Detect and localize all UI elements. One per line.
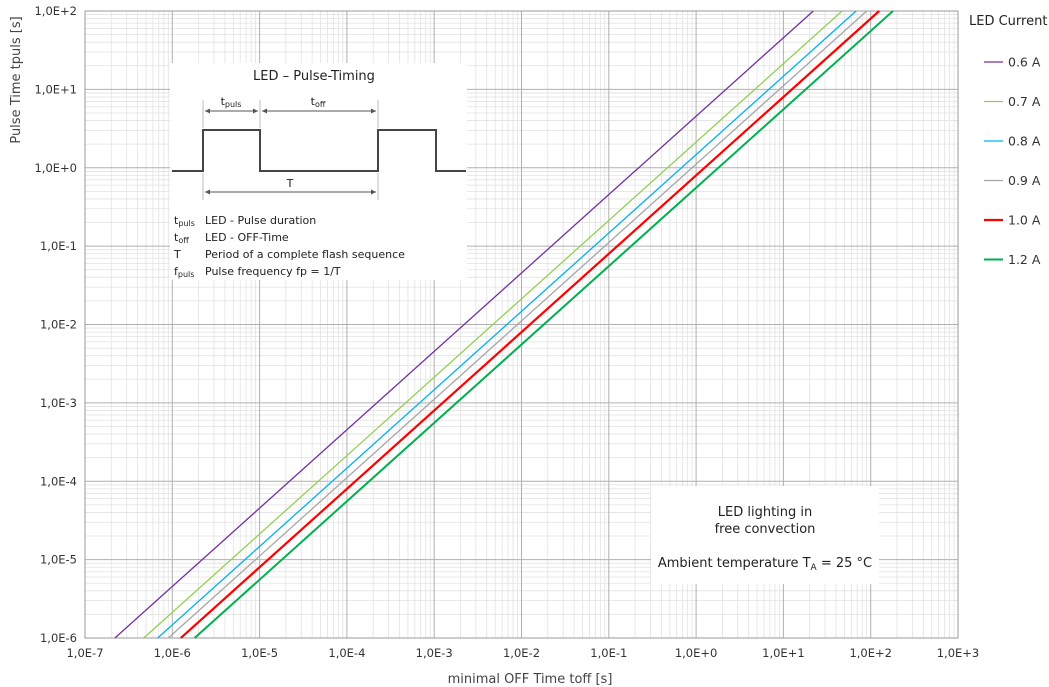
definition-text: LED - Pulse duration	[205, 214, 316, 227]
arrowhead	[253, 108, 258, 114]
legend-label: 0.6 A	[1008, 55, 1041, 70]
series-line	[180, 10, 880, 639]
y-tick-label: 1,0E+2	[34, 4, 77, 18]
note-line-1: LED lighting in	[718, 505, 813, 520]
series-line	[193, 10, 894, 639]
legend-title: LED Current	[969, 14, 1047, 29]
series-line	[114, 10, 814, 639]
plot-frame	[84, 10, 959, 639]
definition-text: Pulse frequency fp = 1/T	[205, 265, 341, 278]
x-tick-labels: 1,0E-7 1,0E-6 1,0E-5 1,0E-4 1,0E-3 1,0E-2 1,0E…	[66, 646, 979, 660]
y-tick-label: 1,0E-5	[40, 553, 77, 567]
ambient-note-box: LED lighting in free convection Ambient …	[651, 486, 879, 584]
definition-symbol: fpuls	[174, 265, 194, 279]
pulse-timing-box: LED – Pulse-Timing tpuls toff T tpuls LED…	[170, 63, 467, 280]
definition-text: LED - OFF-Time	[205, 231, 289, 244]
y-tick-label: 1,0E-3	[40, 396, 77, 410]
series-line	[167, 10, 868, 639]
x-tick-label: 1,0E-1	[590, 646, 627, 660]
legend-label: 0.7 A	[1008, 94, 1041, 109]
y-tick-label: 1,0E-2	[40, 318, 77, 332]
y-axis-title: Pulse Time tpuls [s]	[9, 16, 24, 143]
legend-label: 1.0 A	[1008, 213, 1041, 228]
series-line	[157, 10, 857, 639]
definition-text: Period of a complete flash sequence	[205, 248, 405, 261]
arrowhead	[205, 108, 210, 114]
definition-symbol: T	[173, 248, 181, 261]
series-lines	[114, 10, 894, 639]
definition-symbol: toff	[174, 231, 189, 245]
note-line-2: free convection	[715, 522, 816, 537]
x-tick-label: 1,0E-2	[503, 646, 540, 660]
x-tick-label: 1,0E-6	[154, 646, 191, 660]
legend-label: 0.8 A	[1008, 134, 1041, 149]
y-tick-labels: 1,0E-6 1,0E-5 1,0E-4 1,0E-3 1,0E-2 1,0E-1 1,0E…	[34, 4, 77, 645]
definition-symbol: tpuls	[174, 214, 195, 228]
x-tick-label: 1,0E+2	[849, 646, 892, 660]
toff-label: toff	[311, 95, 326, 109]
note-box-background	[651, 486, 879, 584]
period-label: T	[286, 177, 294, 190]
note-line-3: Ambient temperature TA = 25 °C	[658, 556, 872, 573]
x-tick-label: 1,0E-4	[328, 646, 365, 660]
x-tick-label: 1,0E+1	[762, 646, 805, 660]
pulse-waveform	[172, 129, 466, 172]
pulse-definitions: tpuls LED - Pulse duration toff LED - OFF-T…	[173, 214, 405, 279]
x-tick-label: 1,0E-3	[416, 646, 453, 660]
arrowhead	[371, 189, 376, 195]
y-tick-label: 1,0E+0	[34, 161, 77, 175]
y-tick-label: 1,0E-6	[40, 631, 77, 645]
x-tick-label: 1,0E-5	[241, 646, 278, 660]
arrowhead	[262, 108, 267, 114]
x-tick-label: 1,0E+0	[675, 646, 718, 660]
y-tick-label: 1,0E-4	[40, 474, 77, 488]
legend-label: 0.9 A	[1008, 173, 1041, 188]
y-tick-label: 1,0E-1	[40, 239, 77, 253]
legend: LED Current 0.6 A 0.7 A 0.8 A 0.9 A 1.0 A 1.2…	[969, 14, 1047, 267]
legend-label: 1.2 A	[1008, 252, 1041, 267]
x-tick-label: 1,0E+3	[937, 646, 980, 660]
x-tick-label: 1,0E-7	[66, 646, 103, 660]
tpuls-label: tpuls	[221, 95, 242, 109]
x-axis-title: minimal OFF Time toff [s]	[448, 672, 613, 687]
series-line	[143, 10, 843, 639]
y-tick-label: 1,0E+1	[34, 82, 77, 96]
arrowhead	[205, 189, 210, 195]
pulse-box-title: LED – Pulse-Timing	[253, 69, 375, 84]
arrowhead	[371, 108, 376, 114]
